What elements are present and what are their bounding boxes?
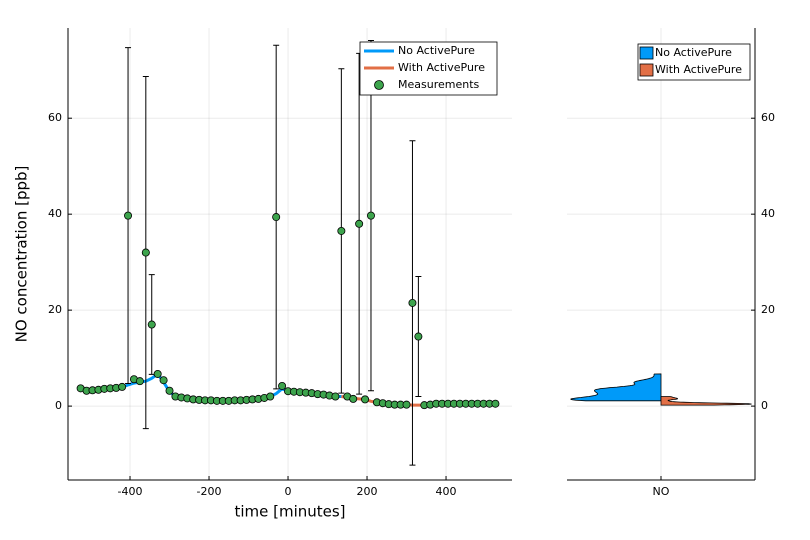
y-tick-label: 20 — [48, 303, 62, 316]
x-tick-label: -400 — [118, 485, 143, 498]
point — [414, 332, 423, 341]
point — [165, 386, 174, 395]
legend-label: With ActivePure — [398, 61, 485, 74]
x-tick-label: 0 — [285, 485, 292, 498]
point — [153, 369, 162, 378]
legend: No ActivePure With ActivePure Measurements — [359, 41, 498, 96]
point — [331, 392, 340, 401]
point — [124, 211, 133, 220]
y-tick-label: 40 — [48, 207, 62, 220]
point — [135, 377, 144, 386]
x-tick-label: 400 — [436, 485, 457, 498]
point — [337, 226, 346, 235]
violin — [660, 396, 752, 406]
point — [272, 213, 281, 222]
x-tick-label: 200 — [357, 485, 378, 498]
legend-swatch — [374, 80, 384, 90]
point — [361, 395, 370, 404]
legend-label: With ActivePure — [655, 63, 742, 76]
point — [118, 382, 127, 391]
y-tick-label: 60 — [761, 111, 775, 124]
legend-swatch — [639, 63, 654, 77]
x-tick-label: NO — [653, 485, 670, 498]
x-tick-label: -200 — [197, 485, 222, 498]
y-tick-label: 0 — [761, 399, 768, 412]
point — [278, 381, 287, 390]
point — [408, 298, 417, 307]
point — [349, 394, 358, 403]
point — [355, 219, 364, 228]
violin — [570, 373, 662, 402]
y-tick-label: 60 — [48, 111, 62, 124]
y-axis-label: NO concentration [ppb] — [13, 166, 31, 343]
legend-swatch — [639, 46, 654, 60]
legend-label: Measurements — [398, 78, 480, 91]
point — [366, 211, 375, 220]
y-tick-label: 20 — [761, 303, 775, 316]
legend-label: No ActivePure — [655, 46, 732, 59]
point — [159, 376, 168, 385]
x-axis-label: time [minutes] — [234, 503, 345, 521]
legend-label: No ActivePure — [398, 44, 475, 57]
point — [147, 320, 156, 329]
y-tick-label: 40 — [761, 207, 775, 220]
point — [141, 248, 150, 257]
point — [491, 399, 500, 408]
legend: No ActivePure With ActivePure — [637, 43, 751, 81]
point — [266, 392, 275, 401]
point — [402, 400, 411, 409]
y-tick-label: 0 — [55, 399, 62, 412]
legend-box — [637, 43, 751, 81]
